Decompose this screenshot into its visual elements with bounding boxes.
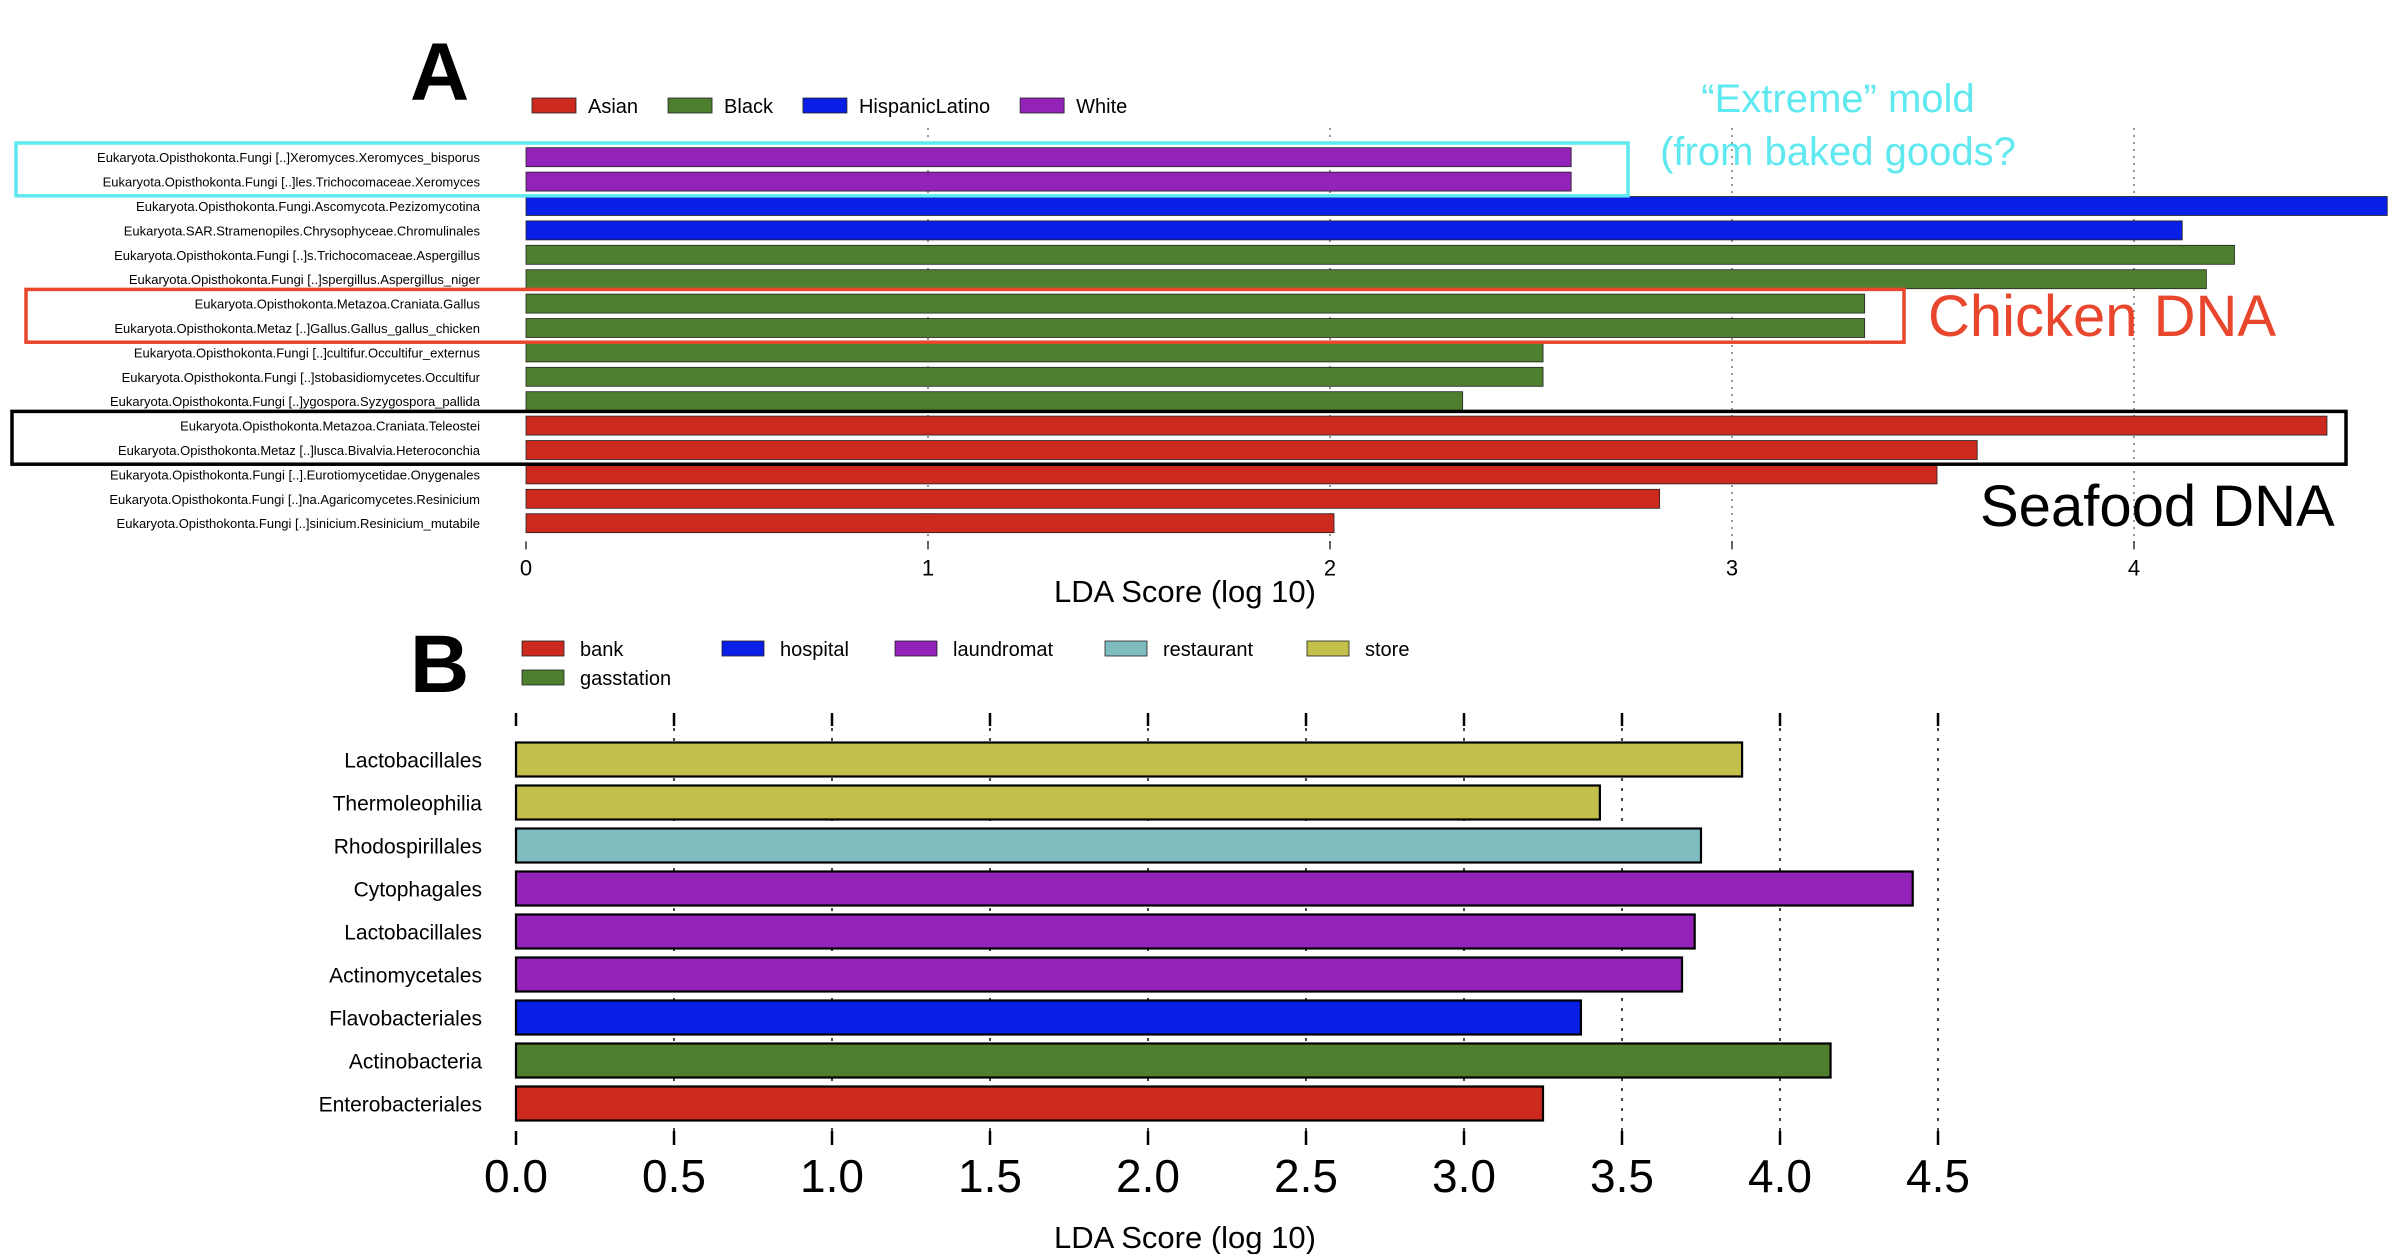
bar-b-3 — [514, 870, 1914, 907]
tick-label-b-3: 1.5 — [958, 1150, 1022, 1202]
annotation-mold-line1: “Extreme” mold — [1701, 77, 1974, 121]
bar-a-4 — [525, 244, 2235, 265]
category-label-a-0: Eukaryota.Opisthokonta.Fungi [..]Xeromyc… — [97, 150, 480, 165]
category-label-a-14: Eukaryota.Opisthokonta.Fungi [..]na.Agar… — [109, 492, 480, 507]
category-label-a-6: Eukaryota.Opisthokonta.Metazoa.Craniata.… — [195, 297, 481, 312]
bar-a-8 — [525, 342, 1544, 363]
bar-a-3 — [525, 220, 2183, 241]
legend-swatch-b-4 — [1306, 640, 1350, 657]
tick-label-a-0: 0 — [520, 555, 532, 580]
category-label-b-7: Actinobacteria — [349, 1051, 482, 1074]
x-axis-label-b: LDA Score (log 10) — [1054, 1220, 1316, 1254]
bar-b-1 — [514, 784, 1601, 821]
tick-label-b-9: 4.5 — [1906, 1150, 1970, 1202]
panel-b-chart: Lactobacillales Thermoleophilia Rhodospiri… — [319, 639, 1970, 1254]
bar-a-10 — [525, 391, 1464, 412]
tick-label-b-7: 3.5 — [1590, 1150, 1654, 1202]
x-axis-label-a: LDA Score (log 10) — [1054, 574, 1316, 609]
legend-swatch-a-0 — [531, 97, 577, 114]
bar-a-2 — [525, 196, 2388, 216]
category-label-a-8: Eukaryota.Opisthokonta.Fungi [..]cultifu… — [134, 345, 481, 360]
bar-b-6 — [514, 999, 1583, 1036]
tick-label-b-1: 0.5 — [642, 1150, 706, 1202]
tick-label-a-4: 4 — [2128, 555, 2140, 580]
legend-swatch-a-1 — [667, 97, 713, 114]
tick-label-a-3: 3 — [1726, 555, 1738, 580]
bar-a-11 — [525, 415, 2328, 436]
legend-swatch-b-1 — [721, 640, 765, 657]
panel-letter-b: B — [410, 619, 469, 710]
legend-label-b-4: store — [1365, 639, 1409, 661]
tick-label-b-6: 3.0 — [1432, 1150, 1496, 1202]
category-label-b-4: Lactobacillales — [344, 922, 482, 945]
legend-swatch-b-0 — [521, 640, 565, 657]
tick-label-b-4: 2.0 — [1116, 1150, 1180, 1202]
bar-a-1 — [525, 171, 1572, 192]
category-label-a-7: Eukaryota.Opisthokonta.Metaz [..]Gallus.… — [114, 321, 480, 336]
bar-a-13 — [525, 464, 1938, 485]
legend-label-a-3: White — [1076, 96, 1127, 118]
legend-label-a-0: Asian — [588, 96, 638, 118]
bar-b-2 — [514, 827, 1703, 864]
category-label-a-4: Eukaryota.Opisthokonta.Fungi [..]s.Trich… — [114, 248, 480, 263]
category-label-a-2: Eukaryota.Opisthokonta.Fungi.Ascomycota.… — [136, 199, 481, 214]
legend-label-b-5: gasstation — [580, 668, 671, 690]
category-label-a-1: Eukaryota.Opisthokonta.Fungi [..]les.Tri… — [103, 175, 481, 190]
tick-label-b-2: 1.0 — [800, 1150, 864, 1202]
category-label-b-6: Flavobacteriales — [329, 1008, 482, 1031]
bar-a-6 — [525, 293, 1866, 314]
category-label-a-13: Eukaryota.Opisthokonta.Fungi [..].Euroti… — [110, 467, 480, 482]
tick-label-b-5: 2.5 — [1274, 1150, 1338, 1202]
category-label-a-5: Eukaryota.Opisthokonta.Fungi [..]spergil… — [129, 272, 481, 287]
annotation-box-chicken — [24, 287, 1906, 344]
annotation-seafood: Seafood DNA — [1980, 474, 2335, 539]
bar-a-9 — [525, 366, 1544, 387]
legend-label-b-3: restaurant — [1163, 639, 1253, 661]
category-label-a-10: Eukaryota.Opisthokonta.Fungi [..]ygospor… — [110, 394, 481, 409]
category-label-a-3: Eukaryota.SAR.Stramenopiles.Chrysophycea… — [124, 223, 481, 238]
legend-label-b-1: hospital — [780, 639, 849, 661]
legend-swatch-b-3 — [1104, 640, 1148, 657]
bar-b-8 — [514, 1085, 1545, 1122]
panel-a-chart: Eukaryota.Opisthokonta.Fungi [..]Xeromyc… — [10, 77, 2388, 609]
legend-label-b-0: bank — [580, 639, 624, 661]
annotation-box-mold — [14, 141, 1630, 198]
bar-a-12 — [525, 440, 1978, 460]
bar-b-0 — [514, 741, 1744, 778]
legend-swatch-b-5 — [521, 669, 565, 686]
legend-swatch-b-2 — [894, 640, 938, 657]
category-label-b-2: Rhodospirillales — [334, 836, 482, 859]
tick-label-b-8: 4.0 — [1748, 1150, 1812, 1202]
panel-letter-a: A — [410, 27, 469, 118]
bar-a-15 — [525, 513, 1335, 534]
category-label-b-3: Cytophagales — [354, 879, 482, 902]
category-label-a-12: Eukaryota.Opisthokonta.Metaz [..]lusca.B… — [118, 443, 481, 458]
legend-label-a-2: HispanicLatino — [859, 96, 990, 118]
category-label-b-0: Lactobacillales — [344, 750, 482, 773]
bar-b-7 — [514, 1042, 1832, 1079]
bar-b-5 — [514, 956, 1684, 993]
bar-a-7 — [525, 318, 1866, 338]
bar-a-0 — [525, 147, 1572, 168]
bar-b-4 — [514, 913, 1696, 950]
category-label-b-5: Actinomycetales — [329, 965, 482, 988]
annotation-chicken: Chicken DNA — [1928, 284, 2276, 349]
tick-label-a-2: 2 — [1324, 555, 1336, 580]
category-label-a-9: Eukaryota.Opisthokonta.Fungi [..]stobasi… — [122, 370, 481, 385]
tick-label-b-0: 0.0 — [484, 1150, 548, 1202]
category-label-a-11: Eukaryota.Opisthokonta.Metazoa.Craniata.… — [180, 419, 480, 434]
legend-swatch-a-2 — [802, 97, 848, 114]
category-label-b-1: Thermoleophilia — [333, 793, 483, 816]
bar-a-14 — [525, 488, 1661, 509]
annotation-mold-line2: (from baked goods? — [1660, 130, 2016, 174]
annotation-box-seafood — [10, 409, 2348, 466]
category-label-b-8: Enterobacteriales — [319, 1094, 482, 1117]
legend-label-a-1: Black — [724, 96, 774, 118]
category-label-a-15: Eukaryota.Opisthokonta.Fungi [..]siniciu… — [117, 516, 480, 531]
legend-label-b-2: laundromat — [953, 639, 1054, 661]
tick-label-a-1: 1 — [922, 555, 934, 580]
legend-swatch-a-3 — [1019, 97, 1065, 114]
